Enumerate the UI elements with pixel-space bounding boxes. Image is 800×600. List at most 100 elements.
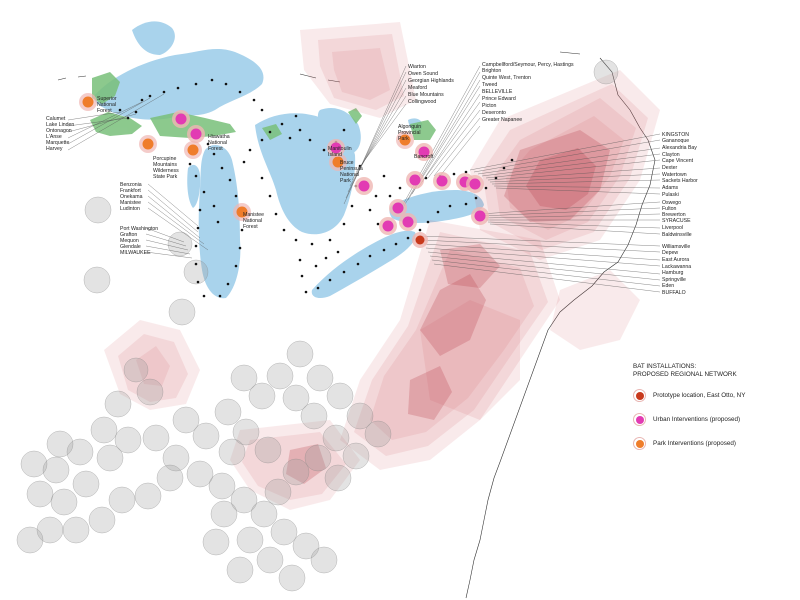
label-lake-linden: Lake Linden bbox=[46, 122, 74, 128]
label-campbellford: Campbellford/Seymour, Percy, Hastings bbox=[482, 62, 574, 68]
urban-interventions bbox=[172, 110, 489, 235]
label-dexter: Dexter bbox=[662, 165, 678, 171]
label-oswego: Oswego bbox=[662, 200, 681, 206]
prototype-location bbox=[412, 232, 428, 248]
label-cape-vincent: Cape Vincent bbox=[662, 158, 694, 164]
label-marquette: Marquette bbox=[46, 140, 69, 146]
label-hiawatha-3: Forest bbox=[208, 146, 223, 152]
urban-marker[interactable] bbox=[355, 177, 373, 195]
label-harvey: Harvey bbox=[46, 146, 63, 152]
label-alexandria-bay: Alexandria Bay bbox=[662, 145, 697, 151]
label-bruce-3: National bbox=[340, 172, 359, 178]
urban-marker[interactable] bbox=[327, 139, 345, 157]
park-marker[interactable] bbox=[79, 93, 97, 111]
urban-marker[interactable] bbox=[389, 199, 407, 217]
urban-swatch-icon bbox=[633, 413, 646, 426]
label-baldwinsville: Baldwinsville bbox=[662, 232, 692, 238]
urban-marker[interactable] bbox=[172, 110, 190, 128]
urban-marker[interactable] bbox=[187, 125, 205, 143]
label-gananoque: Gananoque bbox=[662, 138, 689, 144]
label-milwaukee: MILWAUKEE bbox=[120, 250, 151, 256]
label-lackawanna: Lackawanna bbox=[662, 264, 691, 270]
label-buffalo: BUFFALO bbox=[662, 290, 686, 296]
label-hiawatha-1: Hiawatha bbox=[208, 134, 230, 140]
label-hiawatha-2: National bbox=[208, 140, 227, 146]
label-mequon: Mequon bbox=[120, 238, 139, 244]
label-adams: Adams bbox=[662, 185, 679, 191]
label-algonquin-3: Park bbox=[398, 136, 409, 142]
label-manistee-2: National bbox=[243, 218, 262, 224]
park-marker[interactable] bbox=[139, 135, 157, 153]
park-areas bbox=[90, 72, 436, 140]
legend-label-prototype: Prototype location, East Otto, NY bbox=[653, 392, 746, 399]
label-calumet: Calumet bbox=[46, 116, 66, 122]
label-georgian-highlands: Georgian Highlands bbox=[408, 78, 454, 84]
label-manitoulin-1: Manitoulin bbox=[328, 146, 352, 152]
lake-erie bbox=[311, 230, 416, 298]
park-interventions bbox=[79, 93, 414, 221]
georgian-bay bbox=[317, 107, 361, 154]
label-ludinton: Ludinton bbox=[120, 206, 140, 212]
lake-superior bbox=[94, 48, 264, 120]
label-sackets-harbor: Sackets Harbor bbox=[662, 178, 698, 184]
label-syracuse: SYRACUSE bbox=[662, 218, 691, 224]
urban-marker[interactable] bbox=[379, 217, 397, 235]
label-williamsville: Williamsville bbox=[662, 244, 690, 250]
label-collingwood: Collingwood bbox=[408, 99, 436, 105]
label-superior-forest-2: National bbox=[97, 102, 116, 108]
lake-superior-north bbox=[132, 21, 175, 55]
label-owen-sound: Owen Sound bbox=[408, 71, 438, 77]
park-marker[interactable] bbox=[184, 141, 202, 159]
gray-buffers bbox=[16, 59, 619, 592]
prototype-swatch-icon bbox=[633, 389, 646, 402]
label-bruce-1: Bruce bbox=[340, 160, 354, 166]
label-lanse: L'Anse bbox=[46, 134, 62, 140]
prototype-marker[interactable] bbox=[412, 232, 428, 248]
park-marker[interactable] bbox=[396, 131, 414, 149]
urban-marker[interactable] bbox=[466, 175, 484, 193]
label-porcupine-3: Wilderness bbox=[153, 168, 179, 174]
urban-marker[interactable] bbox=[471, 207, 489, 225]
leader-lines bbox=[67, 65, 661, 293]
label-frankfort: Frankfort bbox=[120, 188, 141, 194]
label-superior-forest-1: Superior bbox=[97, 96, 117, 102]
urban-marker[interactable] bbox=[415, 143, 433, 161]
legend-label-park: Park Interventions (proposed) bbox=[653, 440, 736, 447]
legend-title-line1: BAT INSTALLATIONS: bbox=[633, 363, 697, 370]
label-algonquin-1: Algonquin bbox=[398, 124, 421, 130]
coastline bbox=[57, 51, 656, 599]
park-marker[interactable] bbox=[233, 203, 251, 221]
label-port-washington: Port Washington bbox=[120, 226, 158, 232]
label-wiarton: Wiarton bbox=[408, 64, 426, 70]
label-manistee-3: Forest bbox=[243, 224, 258, 230]
label-bruce-2: Peninsula bbox=[340, 166, 363, 172]
label-quinte-west: Quinte West, Trenton bbox=[482, 75, 531, 81]
label-clayton: Clayton bbox=[662, 152, 680, 158]
urban-marker[interactable] bbox=[406, 171, 424, 189]
urban-marker[interactable] bbox=[399, 213, 417, 231]
label-picton: Picton bbox=[482, 103, 497, 109]
label-belleville: BELLEVILLE bbox=[482, 89, 513, 95]
label-deseronto: Deseronto bbox=[482, 110, 506, 116]
label-benzonia: Benzonia bbox=[120, 182, 142, 188]
green-bay bbox=[187, 164, 201, 208]
label-eden: Eden bbox=[662, 283, 674, 289]
label-depew: Depew bbox=[662, 250, 678, 256]
label-brighton: Brighton bbox=[482, 68, 501, 74]
label-porcupine-4: State Park bbox=[153, 174, 178, 180]
park-marker[interactable] bbox=[329, 153, 347, 171]
label-greater-napanee: Greater Napanee bbox=[482, 117, 522, 123]
label-prince-edward: Prince Edward bbox=[482, 96, 516, 102]
legend-item-prototype: Prototype location, East Otto, NY bbox=[633, 389, 793, 402]
legend-item-urban: Urban Interventions (proposed) bbox=[633, 413, 793, 426]
label-algonquin-2: Provincial bbox=[398, 130, 421, 136]
label-pulaski: Pulaski bbox=[662, 192, 679, 198]
label-manistee-1: Manistee bbox=[243, 212, 264, 218]
label-east-aurora: East Aurora bbox=[662, 257, 689, 263]
label-bancroft: Bancroft bbox=[414, 154, 434, 160]
label-superior-forest-3: Forest bbox=[97, 108, 112, 114]
urban-marker[interactable] bbox=[433, 172, 451, 190]
bat-network-core bbox=[286, 130, 610, 484]
legend-title-line2: PROPOSED REGIONAL NETWORK bbox=[633, 370, 737, 378]
